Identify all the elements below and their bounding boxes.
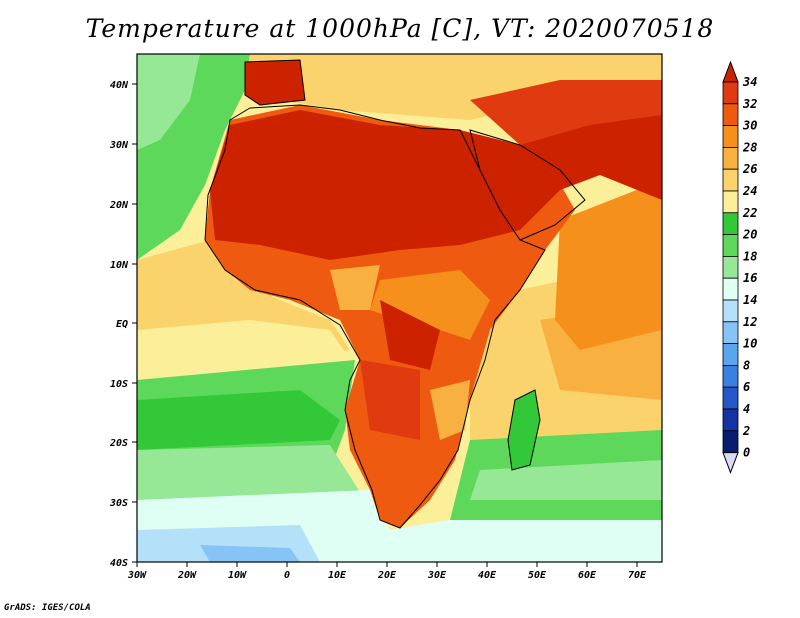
colorbar-label: 16 xyxy=(743,271,757,285)
colorbar-label: 20 xyxy=(742,228,757,242)
colorbar-label: 28 xyxy=(742,140,757,154)
sahara-hot xyxy=(210,110,662,260)
colorbar-segment xyxy=(722,212,739,236)
colorbar-label: 14 xyxy=(743,293,757,307)
colorbar-label: 26 xyxy=(742,162,757,176)
colorbar-segment xyxy=(722,234,739,257)
colorbar-label: 0 xyxy=(743,446,750,460)
lon-label: 10E xyxy=(328,570,347,581)
arabian-sea xyxy=(555,180,662,350)
colorbar-segment xyxy=(722,321,739,344)
lon-label: 10W xyxy=(228,570,247,581)
lat-label: 20S xyxy=(109,438,128,449)
colorbar-segment xyxy=(722,146,739,170)
colorbar-segment xyxy=(722,103,739,127)
lon-label: 60E xyxy=(578,570,597,581)
iberia xyxy=(245,60,305,105)
madagascar xyxy=(508,390,540,470)
lat-label: EQ xyxy=(116,319,128,330)
lat-label: 40S xyxy=(110,558,128,569)
lon-labels: 30W 20W 10W 0 10E 20E 30E 40E 50E 60E 70… xyxy=(127,570,647,581)
lon-label: 20W xyxy=(177,570,197,581)
axis-ticks xyxy=(132,83,638,567)
colorbar-segment xyxy=(722,125,739,148)
colorbar-segment xyxy=(722,364,739,388)
colorbar-label: 34 xyxy=(742,75,757,89)
colorbar-segment xyxy=(722,299,739,323)
colorbar-label: 12 xyxy=(743,315,757,329)
lat-label: 10N xyxy=(110,260,129,271)
colorbar-label: 18 xyxy=(743,249,757,263)
north-atlantic-cool xyxy=(137,54,200,150)
map-frame xyxy=(136,53,663,563)
map-field xyxy=(137,54,662,562)
lon-label: 30W xyxy=(127,570,147,581)
lon-label: 70E xyxy=(628,570,647,581)
colorbar-segment xyxy=(722,168,739,192)
colorbar-label: 8 xyxy=(743,358,750,372)
mediterranean xyxy=(250,54,662,120)
lat-label: 40N xyxy=(110,80,129,91)
lat-label: 10S xyxy=(110,379,128,390)
colorbar-top-arrow xyxy=(722,60,739,83)
colorbar-label: 2 xyxy=(742,424,750,438)
colorbar-label: 10 xyxy=(743,337,757,351)
colorbar-label: 24 xyxy=(742,184,757,198)
lon-label: 40E xyxy=(478,570,497,581)
colorbar-bottom-arrow xyxy=(722,452,739,475)
lat-label: 20N xyxy=(109,200,129,211)
colorbar-segment xyxy=(722,190,739,214)
lon-label: 50E xyxy=(528,570,547,581)
colorbar-segment xyxy=(722,277,739,301)
colorbar-segment xyxy=(722,408,739,432)
lon-label: 30E xyxy=(427,570,447,581)
colorbar-label: 22 xyxy=(742,206,757,220)
colorbar-segment xyxy=(722,81,739,105)
lon-label: 0 xyxy=(284,570,290,581)
colorbar-label: 30 xyxy=(742,119,757,133)
colorbar-segment xyxy=(722,343,739,366)
colorbar-segment xyxy=(722,430,739,453)
credit-text: GrADS: IGES/COLA xyxy=(4,603,91,613)
colorbar-label: 4 xyxy=(743,402,750,416)
lon-label: 20E xyxy=(377,570,397,581)
colorbar-label: 32 xyxy=(742,97,757,111)
lat-labels: 40N 30N 20N 10N EQ 10S 20S 30S 40S xyxy=(109,80,129,569)
colorbar-segment xyxy=(722,255,739,279)
lat-label: 30N xyxy=(109,140,129,151)
coastlines xyxy=(204,59,586,529)
colorbar-segment xyxy=(722,386,739,410)
lat-label: 30S xyxy=(109,498,128,509)
map-title: Temperature at 1000hPa [C], VT: 20200705… xyxy=(85,14,715,43)
colorbar-label: 6 xyxy=(743,380,750,394)
